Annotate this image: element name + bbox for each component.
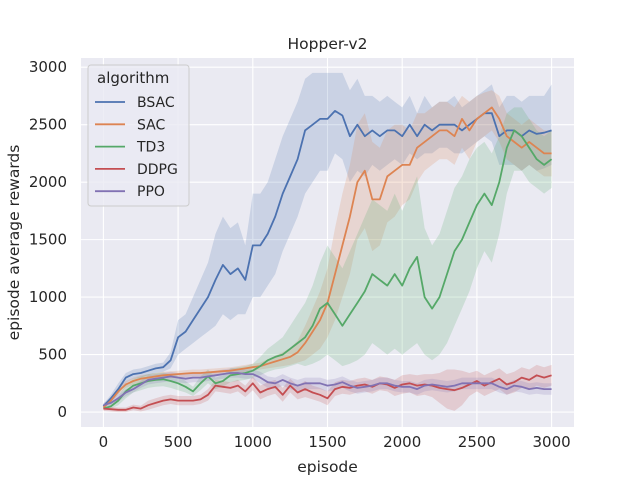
y-axis-label: episode average rewards	[5, 145, 23, 341]
series-line-td3	[103, 129, 553, 410]
y-tick-label: 3000	[29, 58, 67, 76]
series-line-ppo	[103, 372, 552, 407]
x-axis-ticks: 0 500 1000 1500 2000 2500 3000	[99, 433, 571, 451]
y-axis-ticks: 0 500 1000 1500 2000 2500 3000	[29, 58, 67, 421]
series-line-ddpg	[103, 374, 552, 411]
x-tick-label: 2000	[383, 433, 421, 451]
legend-items: BSAC SAC TD3 DDPG PPO	[95, 95, 178, 200]
legend-label-ppo: PPO	[137, 184, 165, 200]
legend-box	[87, 64, 190, 207]
x-tick-label: 500	[164, 433, 193, 451]
y-tick-label: 0	[57, 403, 67, 421]
x-tick-label: 0	[99, 433, 109, 451]
legend-label-sac: SAC	[137, 117, 165, 133]
y-tick-label: 500	[38, 346, 67, 364]
y-tick-label: 1000	[29, 288, 67, 306]
band-ppo	[103, 368, 552, 408]
y-tick-label: 2500	[29, 116, 67, 134]
grid	[81, 58, 574, 427]
x-tick-label: 2500	[458, 433, 496, 451]
x-axis-label: episode	[297, 458, 358, 476]
band-bsac	[103, 72, 552, 409]
band-td3	[103, 107, 552, 410]
x-tick-label: 1500	[308, 433, 346, 451]
y-tick-label: 1500	[29, 231, 67, 249]
band-ddpg	[103, 364, 552, 413]
x-tick-label: 1000	[234, 433, 272, 451]
y-tick-label: 2000	[29, 173, 67, 191]
legend-title: algorithm	[97, 69, 169, 87]
legend: algorithm BSAC SAC TD3 DDPG PPO	[87, 64, 190, 207]
legend-label-bsac: BSAC	[137, 95, 175, 111]
x-tick-label: 3000	[532, 433, 570, 451]
series-lines	[102, 106, 553, 411]
chart-title: Hopper-v2	[288, 35, 368, 53]
legend-label-ddpg: DDPG	[137, 162, 178, 178]
legend-label-td3: TD3	[136, 140, 165, 156]
